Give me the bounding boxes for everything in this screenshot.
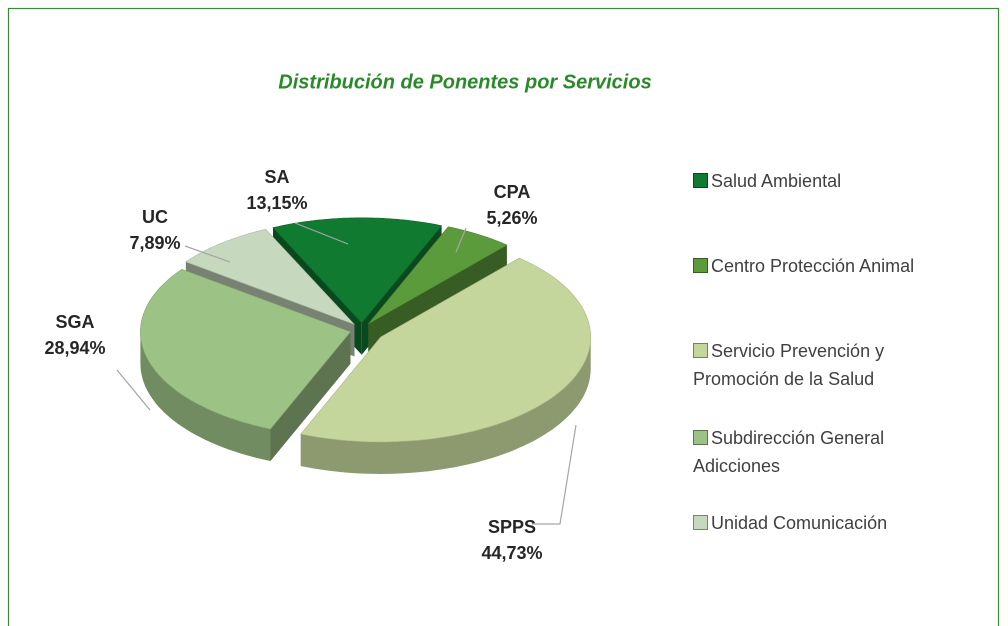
legend-swatch [693,343,708,358]
legend-label: Unidad Comunicación [711,513,888,533]
slice [185,228,355,325]
slice-label: UC [142,207,168,227]
slice [140,268,351,430]
slice-label: SPPS [488,517,536,537]
legend-label: Subdirección General Adicciones [693,428,885,476]
legend-label: Centro Protección Animal [711,256,915,276]
slice [300,257,592,443]
slice-label: SA [264,167,289,187]
value-label: 44,73% [481,543,542,563]
legend-swatch [693,515,708,530]
legend-item: Centro Protección Animal [693,252,933,280]
slice-label: SGA [55,312,94,332]
slice [272,217,443,324]
legend-label: Servicio Prevención y Promoción de la Sa… [693,341,885,389]
slice [368,226,508,325]
value-label: 7,89% [129,233,180,253]
legend-label: Salud Ambiental [711,171,842,191]
leader-line [294,222,349,245]
slice-wall [140,331,271,461]
legend-swatch [693,258,708,273]
leader-line [184,245,231,263]
slice-side [270,331,351,461]
slice-wall [300,337,591,474]
leader-line [116,369,151,411]
legend-item: Servicio Prevención y Promoción de la Sa… [693,337,933,393]
legend-swatch [693,173,708,188]
value-label: 5,26% [486,208,537,228]
frame [7,7,1000,626]
legend-swatch [693,430,708,445]
legend-item: Salud Ambiental [693,167,933,195]
legend-item: Unidad Comunicación [693,509,933,537]
slice-label: CPA [494,182,531,202]
leader-line [532,424,577,525]
leader-line [455,227,467,253]
chart-title: Distribución de Ponentes por Servicios [278,71,651,93]
value-label: 13,15% [246,193,307,213]
legend-item: Subdirección General Adicciones [693,424,933,480]
value-label: 28,94% [44,338,105,358]
